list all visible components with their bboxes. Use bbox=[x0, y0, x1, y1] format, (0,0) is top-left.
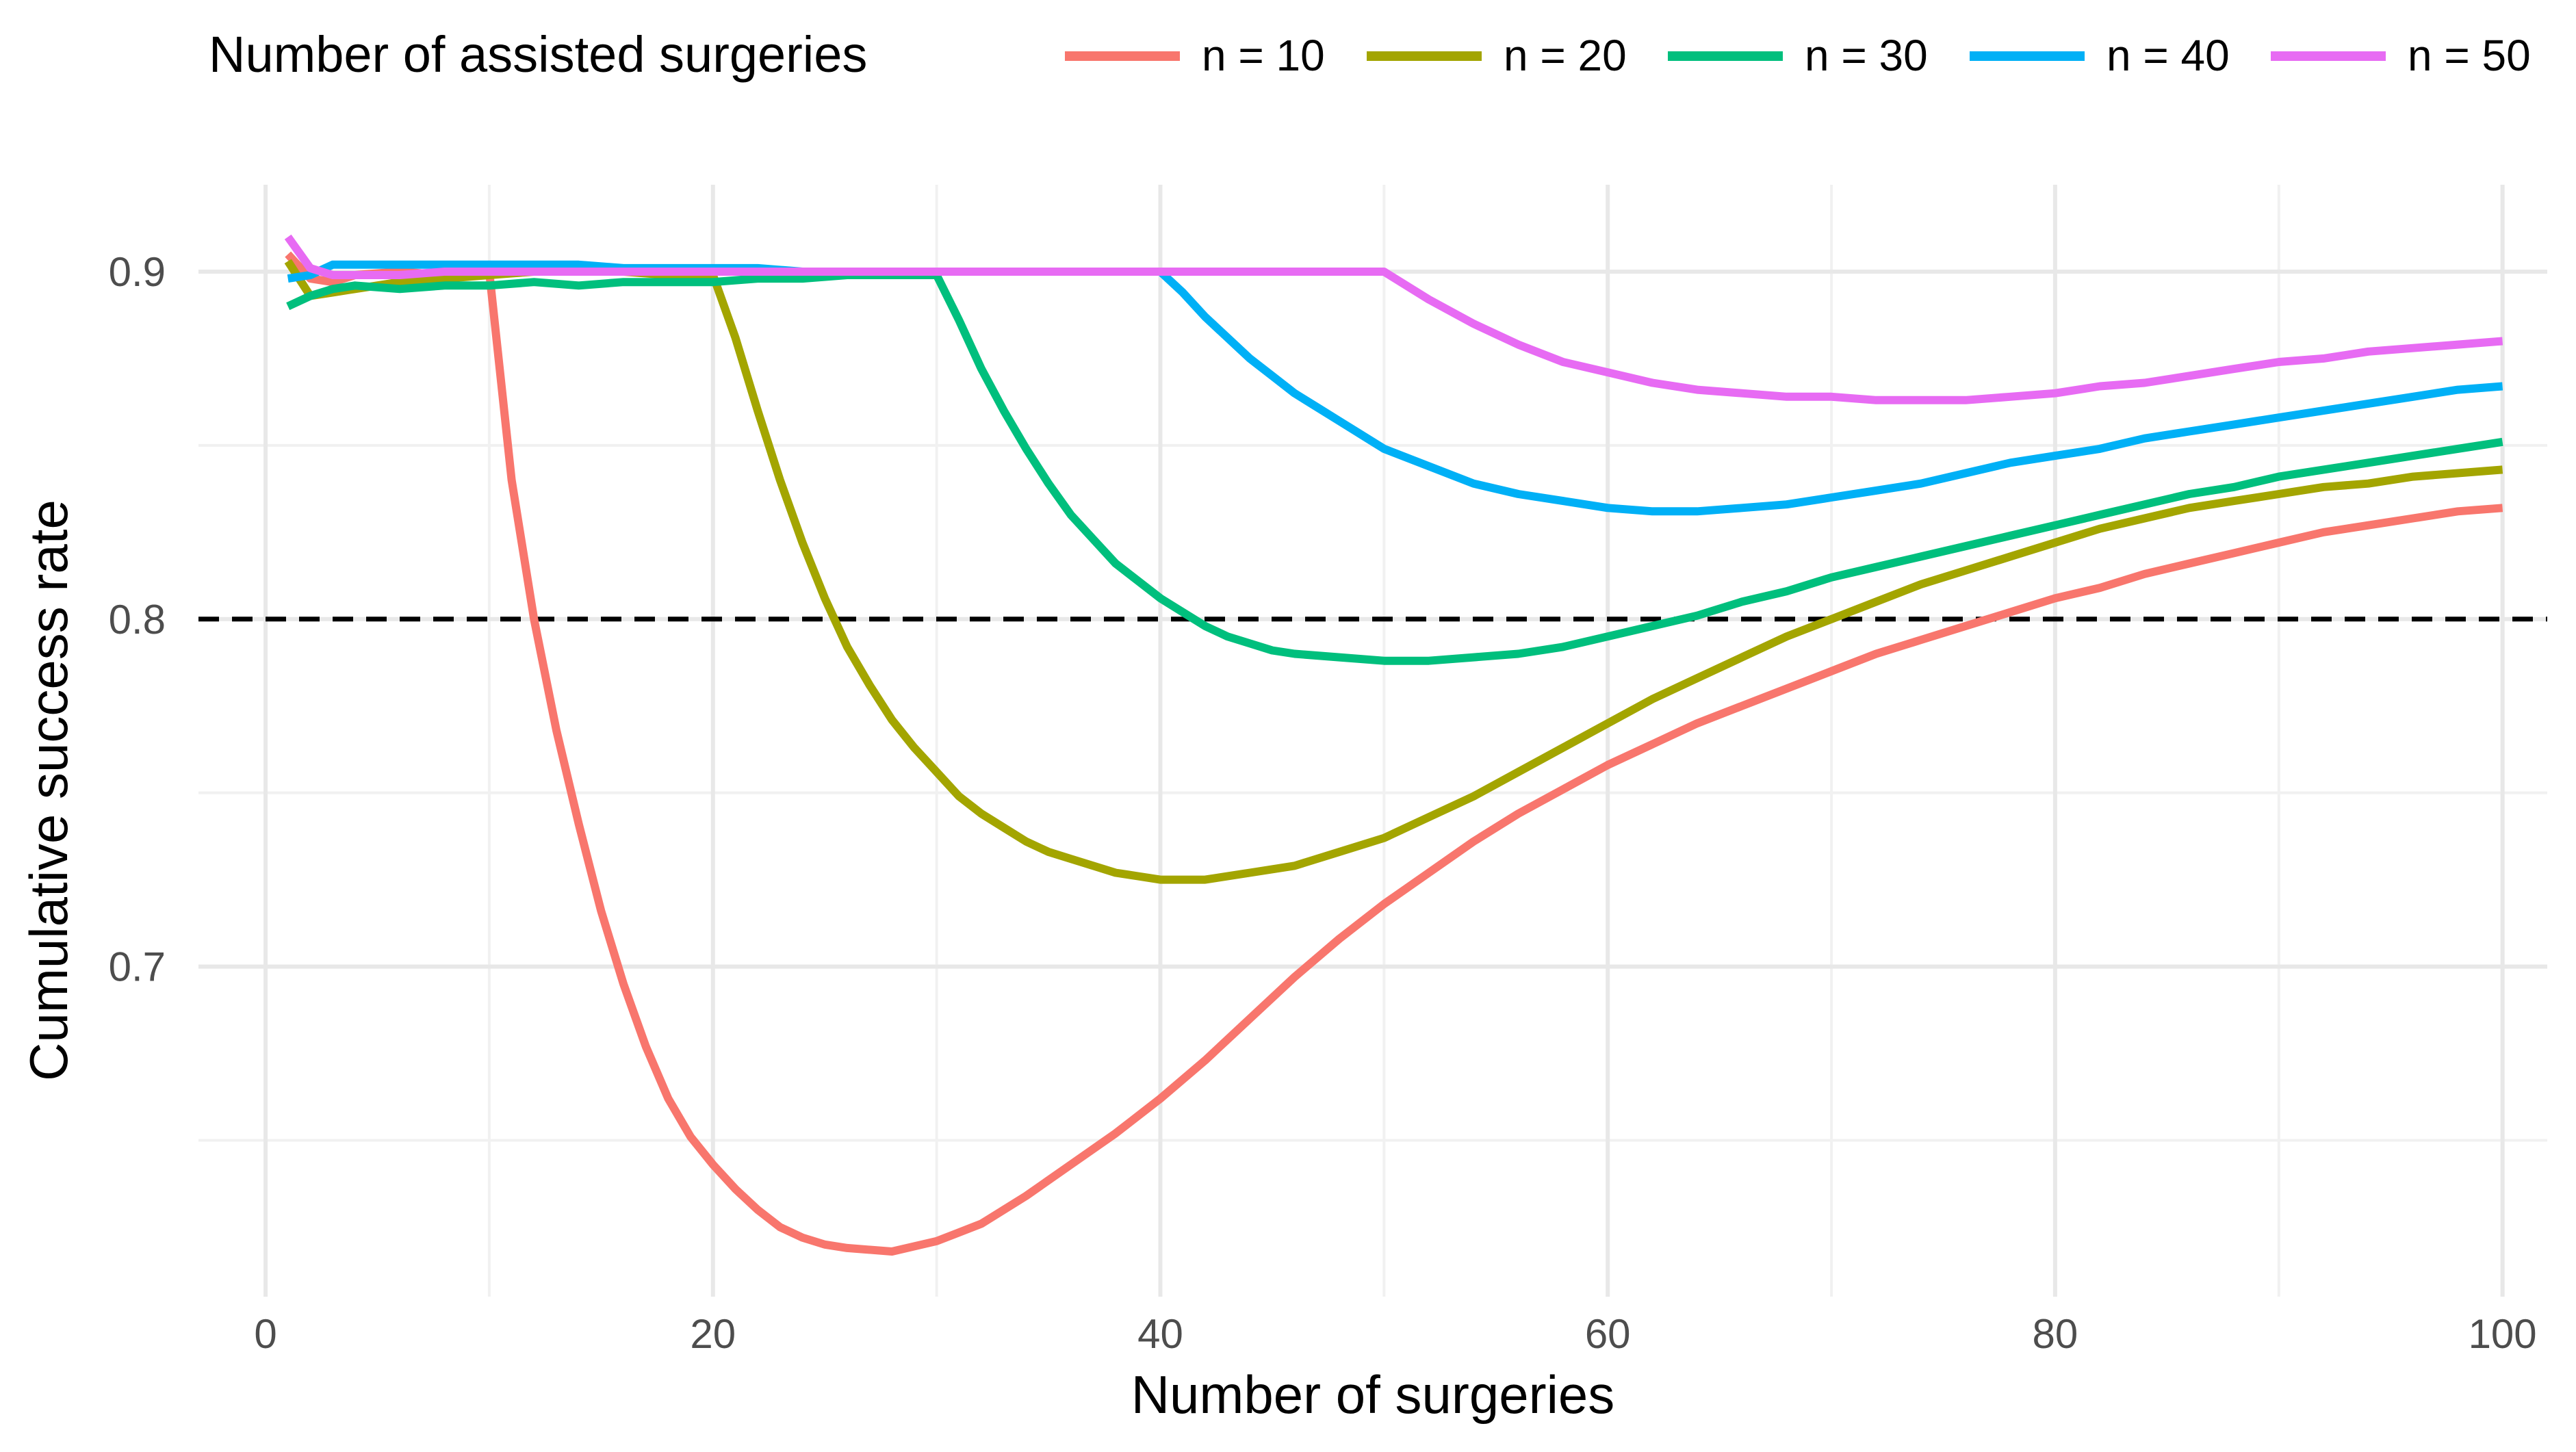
legend-label: n = 20 bbox=[1504, 31, 1627, 80]
x-tick-label: 100 bbox=[2469, 1311, 2537, 1357]
legend-items: n = 10 n = 20 n = 30 n = 40 n = 50 bbox=[1065, 31, 2531, 80]
x-tick-label: 40 bbox=[1137, 1311, 1183, 1357]
legend-label: n = 50 bbox=[2408, 31, 2531, 80]
y-tick-label: 0.7 bbox=[109, 944, 166, 990]
series-line-1 bbox=[285, 251, 2503, 1256]
x-tick-label: 0 bbox=[254, 1311, 276, 1357]
x-tick-label: 60 bbox=[1585, 1311, 1631, 1357]
x-axis-label: Number of surgeries bbox=[1131, 1364, 1615, 1425]
plot-panel bbox=[198, 185, 2547, 1297]
legend-label: n = 40 bbox=[2107, 31, 2230, 80]
legend-title: Number of assisted surgeries bbox=[209, 26, 867, 83]
y-tick-label: 0.8 bbox=[109, 597, 166, 643]
x-tick-label: 80 bbox=[2033, 1311, 2078, 1357]
y-tick-label: 0.9 bbox=[109, 249, 166, 295]
x-tick-label: 20 bbox=[690, 1311, 736, 1357]
legend-label: n = 10 bbox=[1202, 31, 1325, 80]
y-axis-label: Cumulative success rate bbox=[18, 500, 79, 1081]
y-axis-ticks: 0.7 0.8 0.9 bbox=[109, 249, 166, 990]
series-line-3 bbox=[286, 271, 2503, 665]
series-layer bbox=[284, 234, 2503, 1256]
legend-label: n = 30 bbox=[1805, 31, 1928, 80]
series-line-5 bbox=[284, 234, 2503, 404]
x-axis-ticks: 0 20 40 60 80 100 bbox=[254, 1311, 2536, 1357]
legend: Number of assisted surgeries n = 10 n = 2… bbox=[209, 26, 2531, 83]
